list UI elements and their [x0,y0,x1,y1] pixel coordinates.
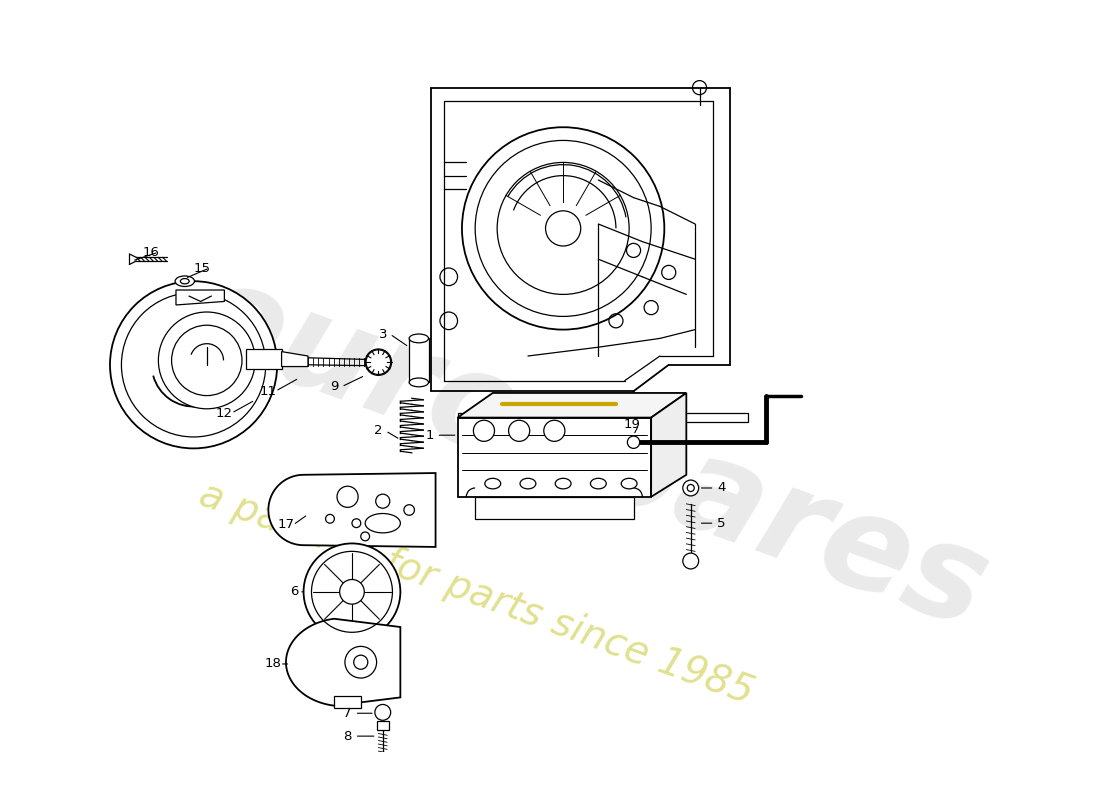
Polygon shape [334,696,361,708]
Circle shape [375,705,390,720]
Polygon shape [458,413,748,422]
Polygon shape [458,418,651,497]
Bar [409,338,429,382]
Ellipse shape [175,276,195,286]
Circle shape [462,127,664,330]
Ellipse shape [520,478,536,489]
Polygon shape [458,393,686,418]
Text: 6: 6 [290,586,299,598]
Text: 9: 9 [330,380,339,394]
Text: 18: 18 [264,658,282,670]
Text: 8: 8 [343,730,352,742]
Text: 19: 19 [624,418,640,431]
Circle shape [683,480,698,496]
Ellipse shape [409,334,429,343]
Polygon shape [475,497,634,518]
Text: 5: 5 [717,517,726,530]
Polygon shape [246,349,282,370]
Ellipse shape [621,478,637,489]
Ellipse shape [591,478,606,489]
Text: 7: 7 [343,706,352,720]
Text: 12: 12 [216,406,233,420]
Circle shape [345,646,376,678]
Text: eurospares: eurospares [176,250,1004,655]
Polygon shape [268,473,436,547]
Ellipse shape [409,378,429,387]
Text: 3: 3 [378,327,387,341]
Text: 17: 17 [277,518,295,531]
Circle shape [366,350,390,374]
Text: 11: 11 [260,385,277,398]
Polygon shape [176,290,224,305]
Text: a passion for parts since 1985: a passion for parts since 1985 [194,475,758,712]
Text: 16: 16 [143,246,160,258]
Ellipse shape [180,278,189,284]
Text: 1: 1 [425,429,433,442]
Circle shape [473,420,495,442]
Ellipse shape [365,514,400,533]
Circle shape [627,436,640,448]
Circle shape [158,312,255,409]
Circle shape [340,579,364,604]
Polygon shape [651,393,686,497]
Text: 4: 4 [717,482,726,494]
Bar [376,721,389,730]
Polygon shape [282,352,308,366]
Text: 15: 15 [194,262,211,274]
Circle shape [304,543,400,640]
Ellipse shape [485,478,501,489]
Text: 2: 2 [374,424,383,438]
Circle shape [110,282,277,448]
Circle shape [508,420,530,442]
Polygon shape [286,618,400,706]
Circle shape [683,553,698,569]
Ellipse shape [556,478,571,489]
Circle shape [543,420,565,442]
